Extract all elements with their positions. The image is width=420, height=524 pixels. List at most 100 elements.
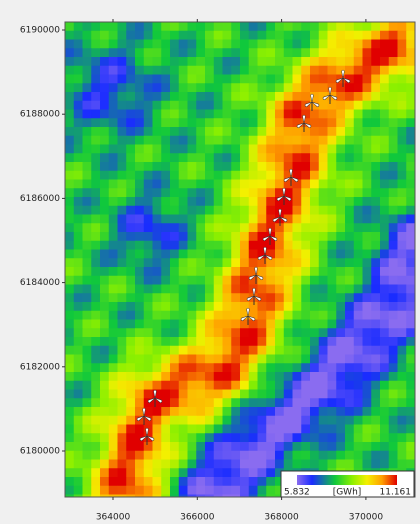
raster-cell: [73, 415, 83, 425]
raster-cell: [336, 319, 346, 329]
raster-cell: [345, 127, 355, 137]
raster-cell: [257, 188, 267, 198]
raster-cell: [161, 65, 171, 75]
raster-cell: [205, 363, 215, 373]
raster-cell: [108, 83, 118, 93]
raster-cell: [205, 240, 215, 250]
raster-cell: [362, 162, 372, 172]
raster-cell: [196, 372, 206, 382]
raster-cell: [301, 398, 311, 408]
raster-cell: [327, 240, 337, 250]
raster-cell: [178, 468, 188, 478]
raster-cell: [117, 354, 127, 364]
raster-cell: [257, 424, 267, 434]
raster-cell: [283, 389, 293, 399]
raster-cell: [152, 442, 162, 452]
raster-cell: [248, 477, 258, 487]
raster-cell: [257, 197, 267, 207]
raster-cell: [100, 162, 110, 172]
raster-cell: [196, 415, 206, 425]
raster-cell: [240, 179, 250, 189]
raster-cell: [117, 477, 127, 487]
raster-cell: [301, 179, 311, 189]
raster-cell: [371, 345, 381, 355]
raster-cell: [65, 153, 75, 163]
raster-cell: [196, 459, 206, 469]
raster-cell: [152, 188, 162, 198]
raster-cell: [65, 398, 75, 408]
turbine-blade: [246, 295, 255, 302]
raster-cell: [397, 109, 407, 119]
raster-cell: [266, 214, 276, 224]
raster-cell: [187, 345, 197, 355]
raster-cell: [275, 485, 285, 495]
raster-cell: [266, 118, 276, 128]
raster-cell: [73, 223, 83, 233]
raster-cell: [100, 398, 110, 408]
raster-cell: [266, 415, 276, 425]
raster-cell: [161, 92, 171, 102]
raster-cell: [371, 249, 381, 259]
raster-cell: [187, 354, 197, 364]
raster-cell: [205, 92, 215, 102]
raster-cell: [318, 328, 328, 338]
raster-cell: [82, 39, 92, 49]
raster-cell: [275, 162, 285, 172]
raster-cell: [187, 494, 197, 498]
raster-cell: [292, 310, 302, 320]
raster-cell: [310, 144, 320, 154]
raster-cell: [222, 372, 232, 382]
raster-cell: [292, 302, 302, 312]
raster-cell: [345, 345, 355, 355]
raster-cell: [126, 22, 136, 32]
raster-cell: [248, 415, 258, 425]
raster-cell: [100, 92, 110, 102]
raster-cell: [117, 170, 127, 180]
raster-cell: [196, 310, 206, 320]
raster-cell: [170, 433, 180, 443]
raster-cell: [327, 127, 337, 137]
raster-cell: [336, 232, 346, 242]
raster-cell: [310, 135, 320, 145]
raster-cell: [353, 380, 363, 390]
raster-cell: [161, 197, 171, 207]
raster-cell: [170, 485, 180, 495]
raster-cell: [362, 65, 372, 75]
raster-cell: [336, 127, 346, 137]
raster-cell: [345, 39, 355, 49]
raster-cell: [380, 48, 390, 58]
raster-cell: [143, 100, 153, 110]
raster-cell: [205, 48, 215, 58]
raster-cell: [143, 249, 153, 259]
raster-cell: [108, 284, 118, 294]
raster-cell: [336, 310, 346, 320]
raster-cell: [240, 477, 250, 487]
raster-cell: [126, 170, 136, 180]
raster-cell: [82, 450, 92, 460]
raster-cell: [178, 153, 188, 163]
raster-cell: [248, 179, 258, 189]
raster-cell: [135, 293, 145, 303]
raster-cell: [371, 337, 381, 347]
raster-cell: [205, 205, 215, 215]
raster-cell: [152, 74, 162, 84]
raster-cell: [170, 48, 180, 58]
raster-cell: [240, 372, 250, 382]
raster-cell: [371, 442, 381, 452]
raster-cell: [108, 354, 118, 364]
raster-cell: [231, 275, 241, 285]
raster-cell: [248, 468, 258, 478]
raster-cell: [388, 302, 398, 312]
raster-cell: [135, 22, 145, 32]
raster-cell: [152, 337, 162, 347]
raster-cell: [397, 275, 407, 285]
raster-cell: [380, 372, 390, 382]
raster-cell: [248, 57, 258, 67]
raster-cell: [170, 459, 180, 469]
raster-cell: [266, 363, 276, 373]
raster-cell: [196, 442, 206, 452]
raster-cell: [152, 205, 162, 215]
raster-cell: [108, 205, 118, 215]
raster-cell: [135, 127, 145, 137]
raster-cell: [100, 30, 110, 40]
